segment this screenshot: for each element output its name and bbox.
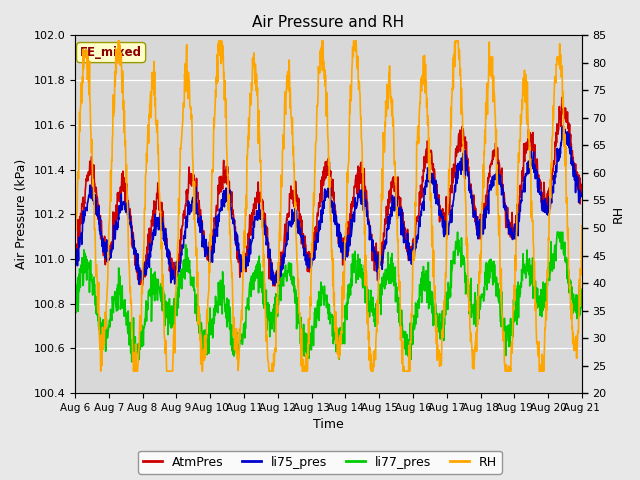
Y-axis label: Air Pressure (kPa): Air Pressure (kPa) [15,159,28,269]
Legend: AtmPres, li75_pres, li77_pres, RH: AtmPres, li75_pres, li77_pres, RH [138,451,502,474]
Text: EE_mixed: EE_mixed [80,46,142,59]
Y-axis label: RH: RH [612,205,625,223]
Title: Air Pressure and RH: Air Pressure and RH [252,15,404,30]
X-axis label: Time: Time [313,419,344,432]
